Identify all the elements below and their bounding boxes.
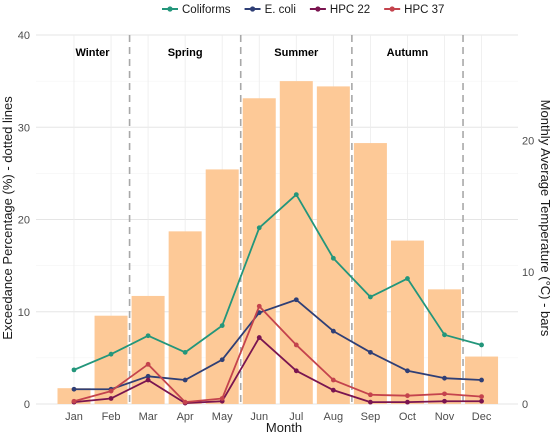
point-coliforms	[108, 351, 114, 357]
point-coliforms	[182, 349, 188, 355]
point-hpc-37	[442, 391, 447, 397]
point-coliforms	[145, 333, 151, 339]
line-hpc-37	[73, 305, 482, 404]
y-axis-title-right: Monthly Average Temperature (°C) - bars	[538, 100, 550, 337]
season-dividers	[128, 35, 464, 404]
point-hpc-22	[368, 399, 373, 405]
line-e-coli	[74, 298, 482, 391]
season-label-winter: Winter	[75, 47, 110, 59]
bar-jul	[279, 81, 313, 404]
point-hpc-22	[145, 377, 151, 383]
temperature-bars	[57, 81, 499, 405]
point-hpc-37	[256, 303, 262, 309]
point-hpc-22	[330, 387, 336, 393]
legend-marker-e-coli	[249, 6, 256, 12]
y-tick-right-label: 20	[522, 135, 534, 147]
x-tick-label: May	[212, 411, 233, 423]
bar-oct	[390, 240, 424, 404]
point-coliforms	[219, 323, 225, 328]
bar-jan	[57, 388, 91, 404]
legend-label-coliforms: Coliforms	[182, 4, 231, 16]
legend-label-hpc-22: HPC 22	[330, 4, 370, 16]
point-e-coli	[145, 373, 151, 379]
y-tick-left-label: 20	[18, 215, 30, 227]
point-e-coli	[219, 357, 225, 363]
x-tick-label: Nov	[435, 411, 455, 423]
point-coliforms	[405, 276, 410, 281]
season-label-spring: Spring	[168, 47, 203, 59]
point-hpc-37	[405, 393, 410, 399]
y-tick-left-label: 40	[18, 30, 30, 42]
point-e-coli	[293, 297, 299, 303]
point-hpc-37	[71, 398, 77, 404]
legend-label-hpc-37: HPC 37	[404, 4, 444, 16]
point-e-coli	[405, 368, 410, 374]
bar-jun	[242, 98, 276, 404]
x-tick-label: Jul	[289, 411, 303, 423]
series-lines	[71, 192, 484, 406]
point-hpc-22	[442, 398, 447, 404]
point-e-coli	[330, 328, 336, 334]
x-tick-label: Sep	[361, 411, 381, 423]
point-hpc-37	[330, 377, 336, 383]
y-tick-left-label: 10	[18, 307, 30, 319]
point-hpc-22	[405, 399, 410, 405]
bar-apr	[168, 231, 202, 404]
point-hpc-37	[182, 399, 188, 405]
axes: 0 10 20 30 40 0 10 20 Jan Feb Mar Apr May Jun Jul Aug Se…	[18, 30, 535, 423]
y-tick-left-label: 30	[18, 122, 30, 134]
x-tick-label: Jan	[65, 411, 83, 423]
x-tick-label: Mar	[139, 411, 158, 423]
point-hpc-37	[368, 392, 373, 398]
x-tick-label: Dec	[472, 411, 492, 423]
point-e-coli	[442, 375, 447, 381]
line-coliforms	[73, 193, 482, 371]
point-e-coli	[479, 377, 484, 383]
x-tick-label: Oct	[399, 411, 416, 423]
legend-marker-coliforms	[167, 6, 173, 12]
point-hpc-37	[108, 388, 114, 394]
season-label-summer: Summer	[274, 47, 319, 59]
point-coliforms	[479, 342, 484, 348]
line-hpc-22	[73, 336, 482, 404]
point-coliforms	[330, 255, 336, 261]
point-hpc-22	[256, 335, 262, 340]
bar-aug	[316, 86, 350, 405]
point-coliforms	[442, 332, 447, 338]
x-tick-label: Feb	[102, 411, 121, 423]
y-tick-right-label: 0	[522, 399, 528, 411]
point-hpc-22	[108, 396, 114, 401]
bar-nov	[428, 289, 461, 404]
legend-marker-hpc-22	[315, 6, 321, 12]
point-hpc-37	[293, 342, 299, 348]
point-hpc-22	[479, 398, 484, 404]
point-coliforms	[256, 225, 262, 231]
legend: Coliforms E. coli HPC 22 HPC 37	[162, 4, 444, 16]
point-coliforms	[368, 294, 373, 300]
x-tick-label: Jun	[250, 411, 268, 423]
x-axis-title: Month	[266, 420, 302, 435]
y-axis-title-left: Exceedance Percentage (%) - dotted lines	[0, 96, 15, 340]
point-coliforms	[71, 367, 77, 373]
x-tick-label: Aug	[324, 411, 344, 423]
season-labels: Winter Spring Summer Autumn	[75, 47, 428, 59]
y-tick-left-label: 0	[24, 399, 30, 411]
point-e-coli	[182, 377, 188, 383]
point-hpc-37	[145, 361, 151, 367]
legend-marker-hpc-37	[389, 6, 395, 12]
point-e-coli	[71, 386, 77, 392]
point-hpc-37	[219, 396, 225, 401]
point-hpc-37	[479, 394, 484, 400]
season-label-autumn: Autumn	[387, 47, 429, 59]
y-tick-right-label: 10	[522, 267, 534, 279]
legend-label-e-coli: E. coli	[265, 4, 296, 16]
x-tick-label: Apr	[177, 411, 194, 423]
point-hpc-22	[293, 368, 299, 374]
point-coliforms	[293, 192, 299, 197]
bar-sep	[353, 143, 387, 405]
point-e-coli	[368, 349, 373, 355]
